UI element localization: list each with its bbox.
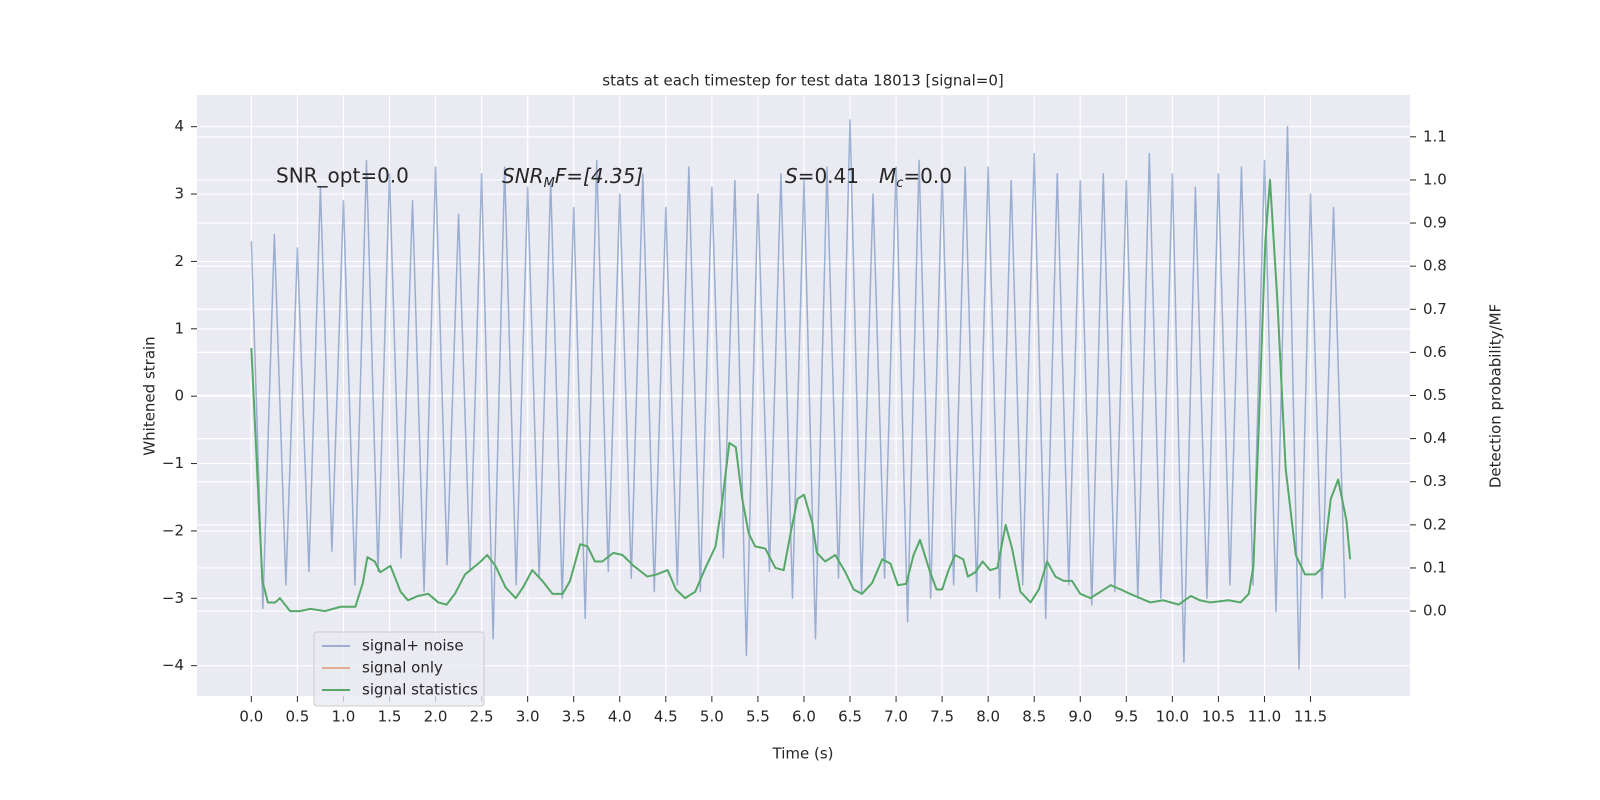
y-axis-label: Whitened strain — [141, 336, 159, 455]
x-tick-label: 2.0 — [424, 708, 448, 726]
y2-tick-label: 0.8 — [1423, 257, 1447, 275]
x-tick-label: 7.5 — [930, 708, 954, 726]
y-tick-label: −2 — [162, 521, 184, 539]
y2-tick-label: 0.1 — [1423, 558, 1447, 576]
annotation-part: c — [896, 176, 903, 191]
x-tick-label: 11.0 — [1248, 708, 1281, 726]
x-tick-label: 2.5 — [470, 708, 494, 726]
y2-tick-label: 0.6 — [1423, 343, 1447, 361]
x-tick-label: 0.5 — [285, 708, 309, 726]
y-tick-label: 3 — [174, 185, 184, 203]
y-tick-label: −3 — [162, 589, 184, 607]
y2-tick-label: 0.7 — [1423, 300, 1447, 318]
legend-label: signal only — [362, 659, 443, 677]
y2-tick-label: 0.4 — [1423, 429, 1447, 447]
x-tick-label: 1.0 — [332, 708, 356, 726]
x-tick-label: 8.0 — [976, 708, 1000, 726]
y-tick-label: 2 — [174, 252, 184, 270]
legend-box — [313, 631, 485, 707]
x-tick-label: 5.0 — [700, 708, 724, 726]
x-tick-label: 8.5 — [1022, 708, 1046, 726]
annotation-part: SNR — [502, 164, 544, 188]
y2-tick-label: 0.3 — [1423, 472, 1447, 490]
y2-tick-label: 1.0 — [1423, 170, 1447, 188]
x-tick-label: 3.5 — [562, 708, 586, 726]
x-tick-label: 3.0 — [516, 708, 540, 726]
y2-tick-label: 1.1 — [1423, 127, 1447, 145]
x-tick-label: 1.5 — [378, 708, 402, 726]
y2-tick-label: 0.0 — [1423, 602, 1447, 620]
x-tick-label: 6.5 — [838, 708, 862, 726]
y2-axis-label: Detection probability/MF — [1487, 304, 1505, 488]
x-tick-label: 0.0 — [239, 708, 263, 726]
x-tick-label: 5.5 — [746, 708, 770, 726]
y-tick-label: 0 — [174, 387, 184, 405]
chart-title: stats at each timestep for test data 180… — [602, 72, 1003, 90]
x-tick-label: 4.5 — [654, 708, 678, 726]
y-tick-label: −4 — [162, 656, 184, 674]
annotation-part: M — [879, 164, 896, 188]
x-tick-label: 11.5 — [1294, 708, 1327, 726]
annotation-part: F=[4.35] — [555, 164, 643, 188]
y2-tick-label: 0.9 — [1423, 214, 1447, 232]
annotation: SNR_opt=0.0 — [276, 164, 409, 188]
annotation-part: M — [544, 176, 555, 191]
legend-label: signal+ noise — [362, 637, 464, 655]
annotation-part: =0.0 — [903, 164, 952, 188]
x-tick-label: 7.0 — [884, 708, 908, 726]
y-tick-label: 1 — [174, 319, 184, 337]
series-line — [250, 178, 1352, 613]
annotation: SNRMF=[4.35] — [502, 164, 643, 191]
x-tick-label: 9.5 — [1114, 708, 1138, 726]
x-tick-label: 6.0 — [792, 708, 816, 726]
series-line — [250, 119, 1346, 670]
y-tick-label: −1 — [162, 454, 184, 472]
y-tick-label: 4 — [174, 117, 184, 135]
y2-tick-label: 0.2 — [1423, 515, 1447, 533]
x-tick-label: 10.0 — [1156, 708, 1189, 726]
annotation: Mc=0.0 — [879, 164, 952, 191]
x-tick-label: 4.0 — [608, 708, 632, 726]
annotation-part: =0.41 — [798, 164, 859, 188]
y2-tick-label: 0.5 — [1423, 386, 1447, 404]
x-tick-label: 9.0 — [1068, 708, 1092, 726]
x-tick-label: 10.5 — [1202, 708, 1235, 726]
annotation-part: S — [785, 164, 798, 188]
legend-label: signal statistics — [362, 681, 478, 699]
x-axis-label: Time (s) — [772, 745, 834, 763]
annotation: S=0.41 — [785, 164, 859, 188]
